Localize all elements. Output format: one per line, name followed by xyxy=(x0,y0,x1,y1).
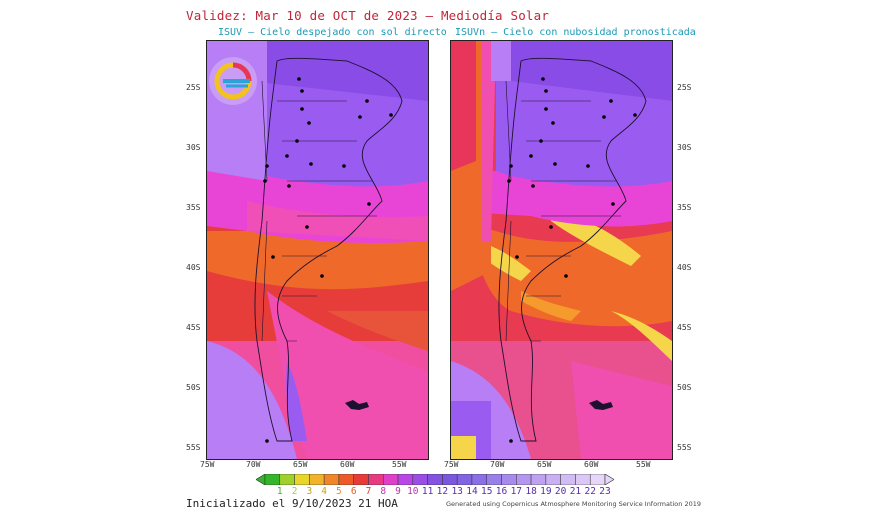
colorbar-tick-label: 14 xyxy=(466,486,478,497)
left-panel-subtitle: ISUV – Cielo despejado con sol directo xyxy=(218,27,447,38)
colorbar-tick-label: 11 xyxy=(421,486,434,497)
colorbar-tick-label: 16 xyxy=(495,486,508,497)
map-title: Validez: Mar 10 de OCT de 2023 – Mediodí… xyxy=(186,8,550,23)
smn-logo-svg xyxy=(209,57,257,105)
colorbar-segment xyxy=(294,474,310,485)
colorbar-segment xyxy=(279,474,295,485)
colorbar-tick-label: 18 xyxy=(525,486,537,497)
lat-label: 55S xyxy=(677,443,692,452)
lat-label: 45S xyxy=(677,323,692,332)
colorbar-segment xyxy=(545,474,561,485)
colorbar-tick-label: 4 xyxy=(321,486,327,497)
colorbar-tick-label: 17 xyxy=(510,486,523,497)
uv-colorbar xyxy=(256,474,614,485)
colorbar-tick-label: 10 xyxy=(407,486,419,497)
cams-credit: Generated using Copernicus Atmosphere Mo… xyxy=(446,500,702,508)
colorbar-segment xyxy=(575,474,591,485)
right-uv-map xyxy=(450,40,673,460)
lat-label: 30S xyxy=(677,143,692,152)
colorbar-segment xyxy=(323,474,340,485)
colorbar-segment xyxy=(427,474,443,485)
colorbar-tick-label: 1 xyxy=(276,486,283,497)
right-panel-subtitle: ISUVn – Cielo con nubosidad pronosticada xyxy=(455,27,696,38)
colorbar-segment xyxy=(397,474,414,485)
colorbar-tick-label: 23 xyxy=(599,486,611,497)
colorbar-tick-label: 21 xyxy=(569,486,582,497)
colorbar-segment xyxy=(530,474,547,485)
colorbar-tick-label: 13 xyxy=(451,486,463,497)
lon-label: 75W xyxy=(200,460,215,469)
lat-label: 30S xyxy=(186,143,201,152)
colorbar-segment xyxy=(353,474,369,485)
lat-label: 25S xyxy=(677,83,692,92)
lon-label: 65W xyxy=(293,460,308,469)
colorbar-tick-label: 8 xyxy=(380,486,387,497)
lon-label: 60W xyxy=(584,460,599,469)
colorbar-tick-label: 6 xyxy=(350,486,357,497)
init-time-label: Inicializado el 9/10/2023 21 HOA xyxy=(186,497,398,510)
colorbar-right-arrow xyxy=(604,474,614,485)
colorbar-tick-label: 22 xyxy=(584,486,596,497)
uv-colorbar-svg xyxy=(256,474,614,485)
colorbar-tick-label: 9 xyxy=(395,486,401,497)
lat-label: 50S xyxy=(186,383,201,392)
colorbar-segment xyxy=(456,474,473,485)
colorbar-tick-label: 7 xyxy=(365,486,372,497)
colorbar-tick-label: 15 xyxy=(481,486,493,497)
colorbar-segment xyxy=(501,474,517,485)
colorbar-segment xyxy=(264,474,281,485)
colorbar-segment xyxy=(471,474,487,485)
lat-label: 35S xyxy=(186,203,201,212)
colorbar-segment xyxy=(560,474,576,485)
lat-label: 40S xyxy=(677,263,692,272)
lon-label: 55W xyxy=(636,460,651,469)
colorbar-tick-label: 19 xyxy=(540,486,552,497)
colorbar-segment xyxy=(589,474,606,485)
colorbar-segment xyxy=(383,474,399,485)
lat-label: 50S xyxy=(677,383,692,392)
colorbar-segment xyxy=(309,474,325,485)
lat-label: 35S xyxy=(677,203,692,212)
right-uv-map-svg xyxy=(451,41,672,459)
colorbar-tick-label: 5 xyxy=(336,486,342,497)
colorbar-tick-label: 3 xyxy=(306,486,313,497)
smn-logo-icon xyxy=(206,54,260,108)
lon-label: 60W xyxy=(340,460,355,469)
lon-label: 70W xyxy=(490,460,505,469)
colorbar-segment xyxy=(442,474,458,485)
colorbar-tick-label: 20 xyxy=(554,486,567,497)
lon-label: 75W xyxy=(444,460,459,469)
colorbar-left-arrow xyxy=(256,474,266,485)
left-uv-map-svg xyxy=(207,41,428,459)
colorbar-tick-label: 2 xyxy=(291,486,298,497)
lat-label: 25S xyxy=(186,83,201,92)
left-uv-map xyxy=(206,40,429,460)
lon-label: 65W xyxy=(537,460,552,469)
lat-label: 45S xyxy=(186,323,201,332)
colorbar-segment xyxy=(486,474,502,485)
lon-label: 55W xyxy=(392,460,407,469)
colorbar-segment xyxy=(516,474,532,485)
colorbar-segment xyxy=(338,474,354,485)
lat-label: 55S xyxy=(186,443,201,452)
colorbar-tick-label: 12 xyxy=(436,486,449,497)
lat-label: 40S xyxy=(186,263,201,272)
colorbar-segment xyxy=(368,474,384,485)
lon-label: 70W xyxy=(246,460,261,469)
colorbar-segment xyxy=(412,474,428,485)
